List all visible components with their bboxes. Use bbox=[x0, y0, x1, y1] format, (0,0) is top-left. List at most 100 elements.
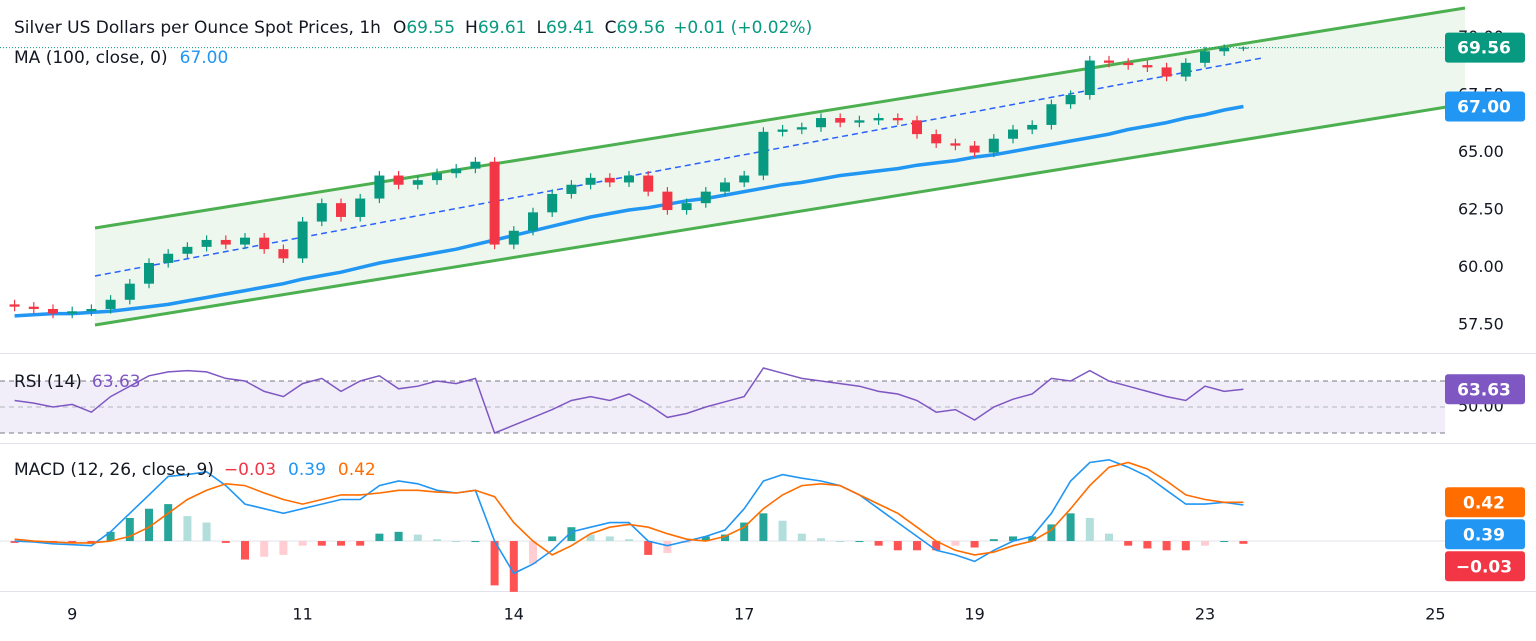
ma-line bbox=[14, 104, 1244, 318]
candle-body bbox=[259, 237, 270, 250]
candle-body bbox=[412, 180, 423, 185]
candle-body bbox=[163, 253, 174, 263]
candle-body bbox=[1008, 129, 1018, 139]
histogram-bar bbox=[1009, 536, 1017, 542]
histogram-bar bbox=[1181, 541, 1190, 551]
histogram-bar bbox=[1085, 517, 1094, 542]
candle-body bbox=[1142, 65, 1153, 68]
candle-body bbox=[297, 221, 308, 259]
histogram-bar bbox=[644, 541, 653, 555]
candle-body bbox=[796, 127, 807, 130]
histogram-bar bbox=[471, 541, 480, 543]
signal-tag-box bbox=[1445, 487, 1525, 518]
macd-tag-box bbox=[1445, 519, 1525, 550]
candle-body bbox=[547, 193, 558, 213]
histogram-bar bbox=[1162, 541, 1171, 551]
x-tick-label: 23 bbox=[1195, 605, 1215, 624]
histogram-tag: −0.03 bbox=[1445, 551, 1525, 582]
histogram-bar bbox=[241, 541, 249, 560]
ohlc-value: 69.61 bbox=[478, 18, 527, 38]
histogram-value: −0.03 bbox=[224, 460, 276, 480]
histogram-bar bbox=[567, 527, 576, 542]
candle-body bbox=[1180, 62, 1191, 77]
last-price-tag-box bbox=[1445, 32, 1525, 63]
candle-body bbox=[643, 175, 654, 192]
histogram-bar bbox=[1201, 541, 1209, 546]
histogram-bar bbox=[509, 541, 518, 592]
channel-upper bbox=[94, 6, 1466, 230]
candle-body bbox=[758, 131, 769, 176]
histogram-bar bbox=[375, 533, 384, 542]
histogram-bar bbox=[1143, 541, 1152, 549]
x-tick-label: 11 bbox=[292, 605, 312, 624]
candle-body bbox=[182, 246, 193, 254]
last-price-tag: 69.56 bbox=[1445, 32, 1525, 63]
histogram-bar bbox=[701, 536, 710, 542]
candle-body bbox=[528, 212, 538, 231]
candle-body bbox=[336, 203, 346, 217]
candle-body bbox=[1104, 60, 1114, 63]
histogram-bar bbox=[548, 536, 557, 542]
macd-legend: MACD (12, 26, close, 9) −0.03 0.39 0.42 bbox=[14, 460, 376, 480]
histogram-bar bbox=[452, 541, 461, 543]
signal-tag: 0.42 bbox=[1445, 487, 1525, 518]
x-tick-label: 17 bbox=[734, 605, 754, 624]
candle-body bbox=[739, 175, 750, 183]
candle-body bbox=[316, 203, 327, 222]
histogram-bar bbox=[625, 539, 633, 542]
last-price-tag-label: 69.56 bbox=[1457, 39, 1511, 59]
candle-body bbox=[1046, 104, 1057, 125]
histogram-bar bbox=[797, 533, 806, 542]
histogram-tag-label: −0.03 bbox=[1456, 557, 1512, 577]
candle-body bbox=[1200, 51, 1210, 63]
chart-title: Silver US Dollars per Ounce Spot Prices,… bbox=[14, 18, 381, 38]
ma-legend: MA (100, close, 0) 67.00 bbox=[14, 48, 228, 68]
macd-name: MACD (12, 26, close, 9) bbox=[14, 460, 214, 480]
x-tick-label: 9 bbox=[67, 605, 77, 624]
candle-body bbox=[48, 308, 58, 314]
candle-body bbox=[950, 143, 961, 146]
histogram-bar bbox=[1105, 533, 1113, 542]
histogram-bar bbox=[125, 517, 134, 542]
histogram-bar bbox=[951, 541, 960, 546]
candle-body bbox=[969, 145, 980, 153]
histogram-bar bbox=[202, 522, 211, 542]
histogram-bar bbox=[529, 541, 537, 565]
x-tick-label: 19 bbox=[964, 605, 984, 624]
histogram-bar bbox=[1124, 541, 1133, 546]
macd-tag-label: 0.39 bbox=[1463, 525, 1505, 545]
signal-value: 0.42 bbox=[338, 460, 376, 480]
histogram-bar bbox=[682, 541, 691, 543]
candle-body bbox=[604, 177, 615, 183]
candle-body bbox=[988, 138, 999, 153]
histogram-bar bbox=[356, 541, 365, 546]
candle-body bbox=[28, 306, 39, 309]
candle-body bbox=[105, 299, 116, 309]
candle-body bbox=[700, 191, 711, 204]
candle-body bbox=[777, 129, 788, 132]
candle-body bbox=[1084, 60, 1095, 96]
histogram-bar bbox=[874, 541, 883, 546]
candle-body bbox=[470, 161, 481, 169]
candle-body bbox=[681, 203, 692, 211]
histogram-bar bbox=[1047, 524, 1056, 542]
histogram-bar bbox=[913, 541, 921, 551]
histogram-bar bbox=[893, 541, 902, 551]
ma-value: 67.00 bbox=[180, 48, 229, 68]
plot-layers bbox=[94, 6, 1466, 327]
histogram-bar bbox=[778, 520, 787, 542]
histogram-bar bbox=[164, 504, 173, 542]
y-tick-label: 60.00 bbox=[1458, 257, 1504, 276]
histogram-bar bbox=[394, 531, 403, 542]
candle-body bbox=[278, 249, 289, 259]
histogram-bar bbox=[836, 541, 845, 543]
rsi-line bbox=[14, 367, 1244, 434]
ma-tag-box bbox=[1445, 91, 1525, 122]
ma-name: MA (100, close, 0) bbox=[14, 48, 168, 68]
candle-body bbox=[816, 118, 826, 128]
histogram-bar bbox=[740, 522, 749, 542]
y-tick-label: 65.00 bbox=[1458, 142, 1504, 161]
candle-body bbox=[624, 175, 634, 183]
signal-tag-label: 0.42 bbox=[1463, 493, 1505, 513]
histogram-bar bbox=[337, 541, 345, 546]
